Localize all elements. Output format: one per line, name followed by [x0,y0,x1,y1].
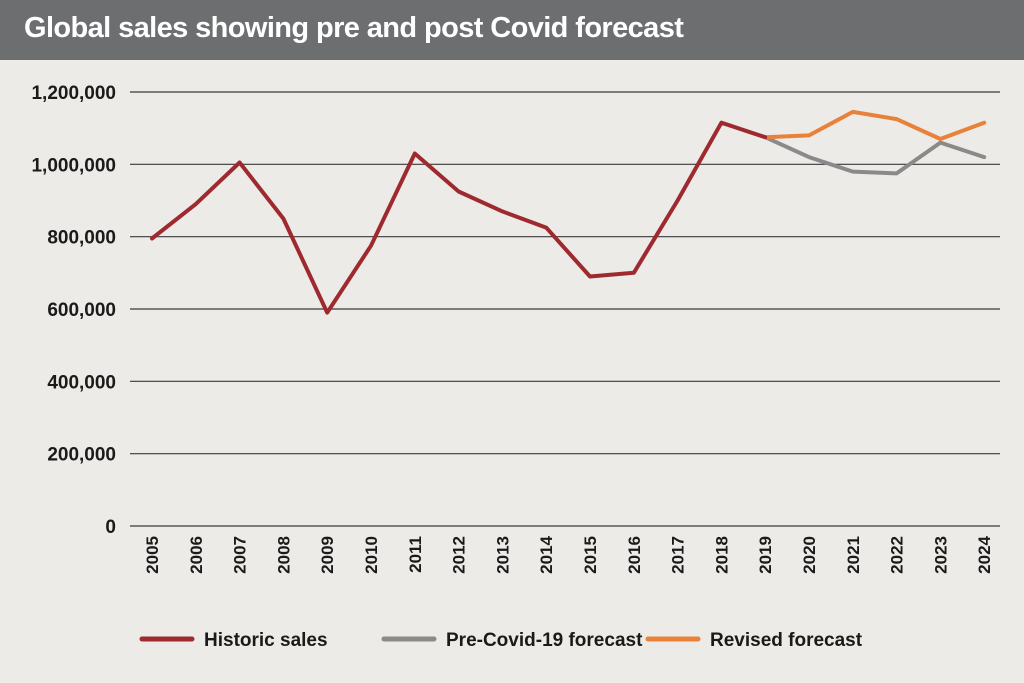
series-line-pre-covid-19-forecast [763,135,987,176]
y-tick-label: 200,000 [47,445,116,466]
y-tick-label: 1,200,000 [31,83,116,104]
legend-label: Revised forecast [710,630,863,651]
x-tick-label: 2006 [187,536,206,574]
x-tick-label: 2010 [362,536,381,574]
x-tick-label: 2020 [800,536,819,574]
title-bar: Global sales showing pre and post Covid … [0,0,1024,60]
gridlines [130,91,1000,527]
legend: Historic sales Pre-Covid-19 forecast Revis… [139,630,863,651]
legend-label: Historic sales [204,630,328,651]
x-tick-label: 2016 [625,536,644,574]
x-tick-label: 2022 [888,536,907,574]
x-axis-ticks: 2005 2006 2007 2008 2009 2010 2011 2012 2013 2014… [143,535,994,573]
x-tick-label: 2013 [493,536,512,574]
series-line-historic-sales [150,120,768,315]
x-tick-label: 2021 [844,536,863,574]
x-tick-label: 2014 [537,535,556,573]
y-tick-label: 600,000 [47,300,116,321]
x-tick-label: 2018 [712,536,731,574]
x-tick-label: 2015 [581,536,600,574]
legend-label: Pre-Covid-19 forecast [446,630,643,651]
y-axis-ticks: 0 200,000 400,000 600,000 800,000 1,000,000 1,… [31,83,116,538]
x-tick-label: 2019 [756,536,775,574]
x-tick-label: 2008 [274,536,293,574]
x-tick-label: 2017 [669,536,688,574]
x-tick-label: 2012 [450,536,469,574]
x-tick-label: 2007 [231,536,250,574]
chart-title: Global sales showing pre and post Covid … [24,12,684,44]
y-tick-label: 400,000 [47,372,116,393]
y-tick-label: 800,000 [47,228,116,249]
series-line-revised-forecast [763,109,987,141]
x-tick-label: 2005 [143,536,162,574]
x-tick-label: 2023 [931,536,950,574]
x-tick-label: 2024 [975,535,994,573]
y-tick-label: 0 [105,517,116,538]
x-tick-label: 2011 [406,536,425,573]
x-tick-label: 2009 [318,536,337,574]
series-lines [150,109,987,315]
y-tick-label: 1,000,000 [31,155,116,176]
